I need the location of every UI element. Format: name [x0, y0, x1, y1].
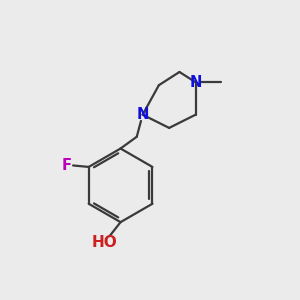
Text: HO: HO — [92, 235, 117, 250]
Text: N: N — [136, 107, 149, 122]
Text: N: N — [190, 75, 202, 90]
Text: F: F — [61, 158, 72, 173]
